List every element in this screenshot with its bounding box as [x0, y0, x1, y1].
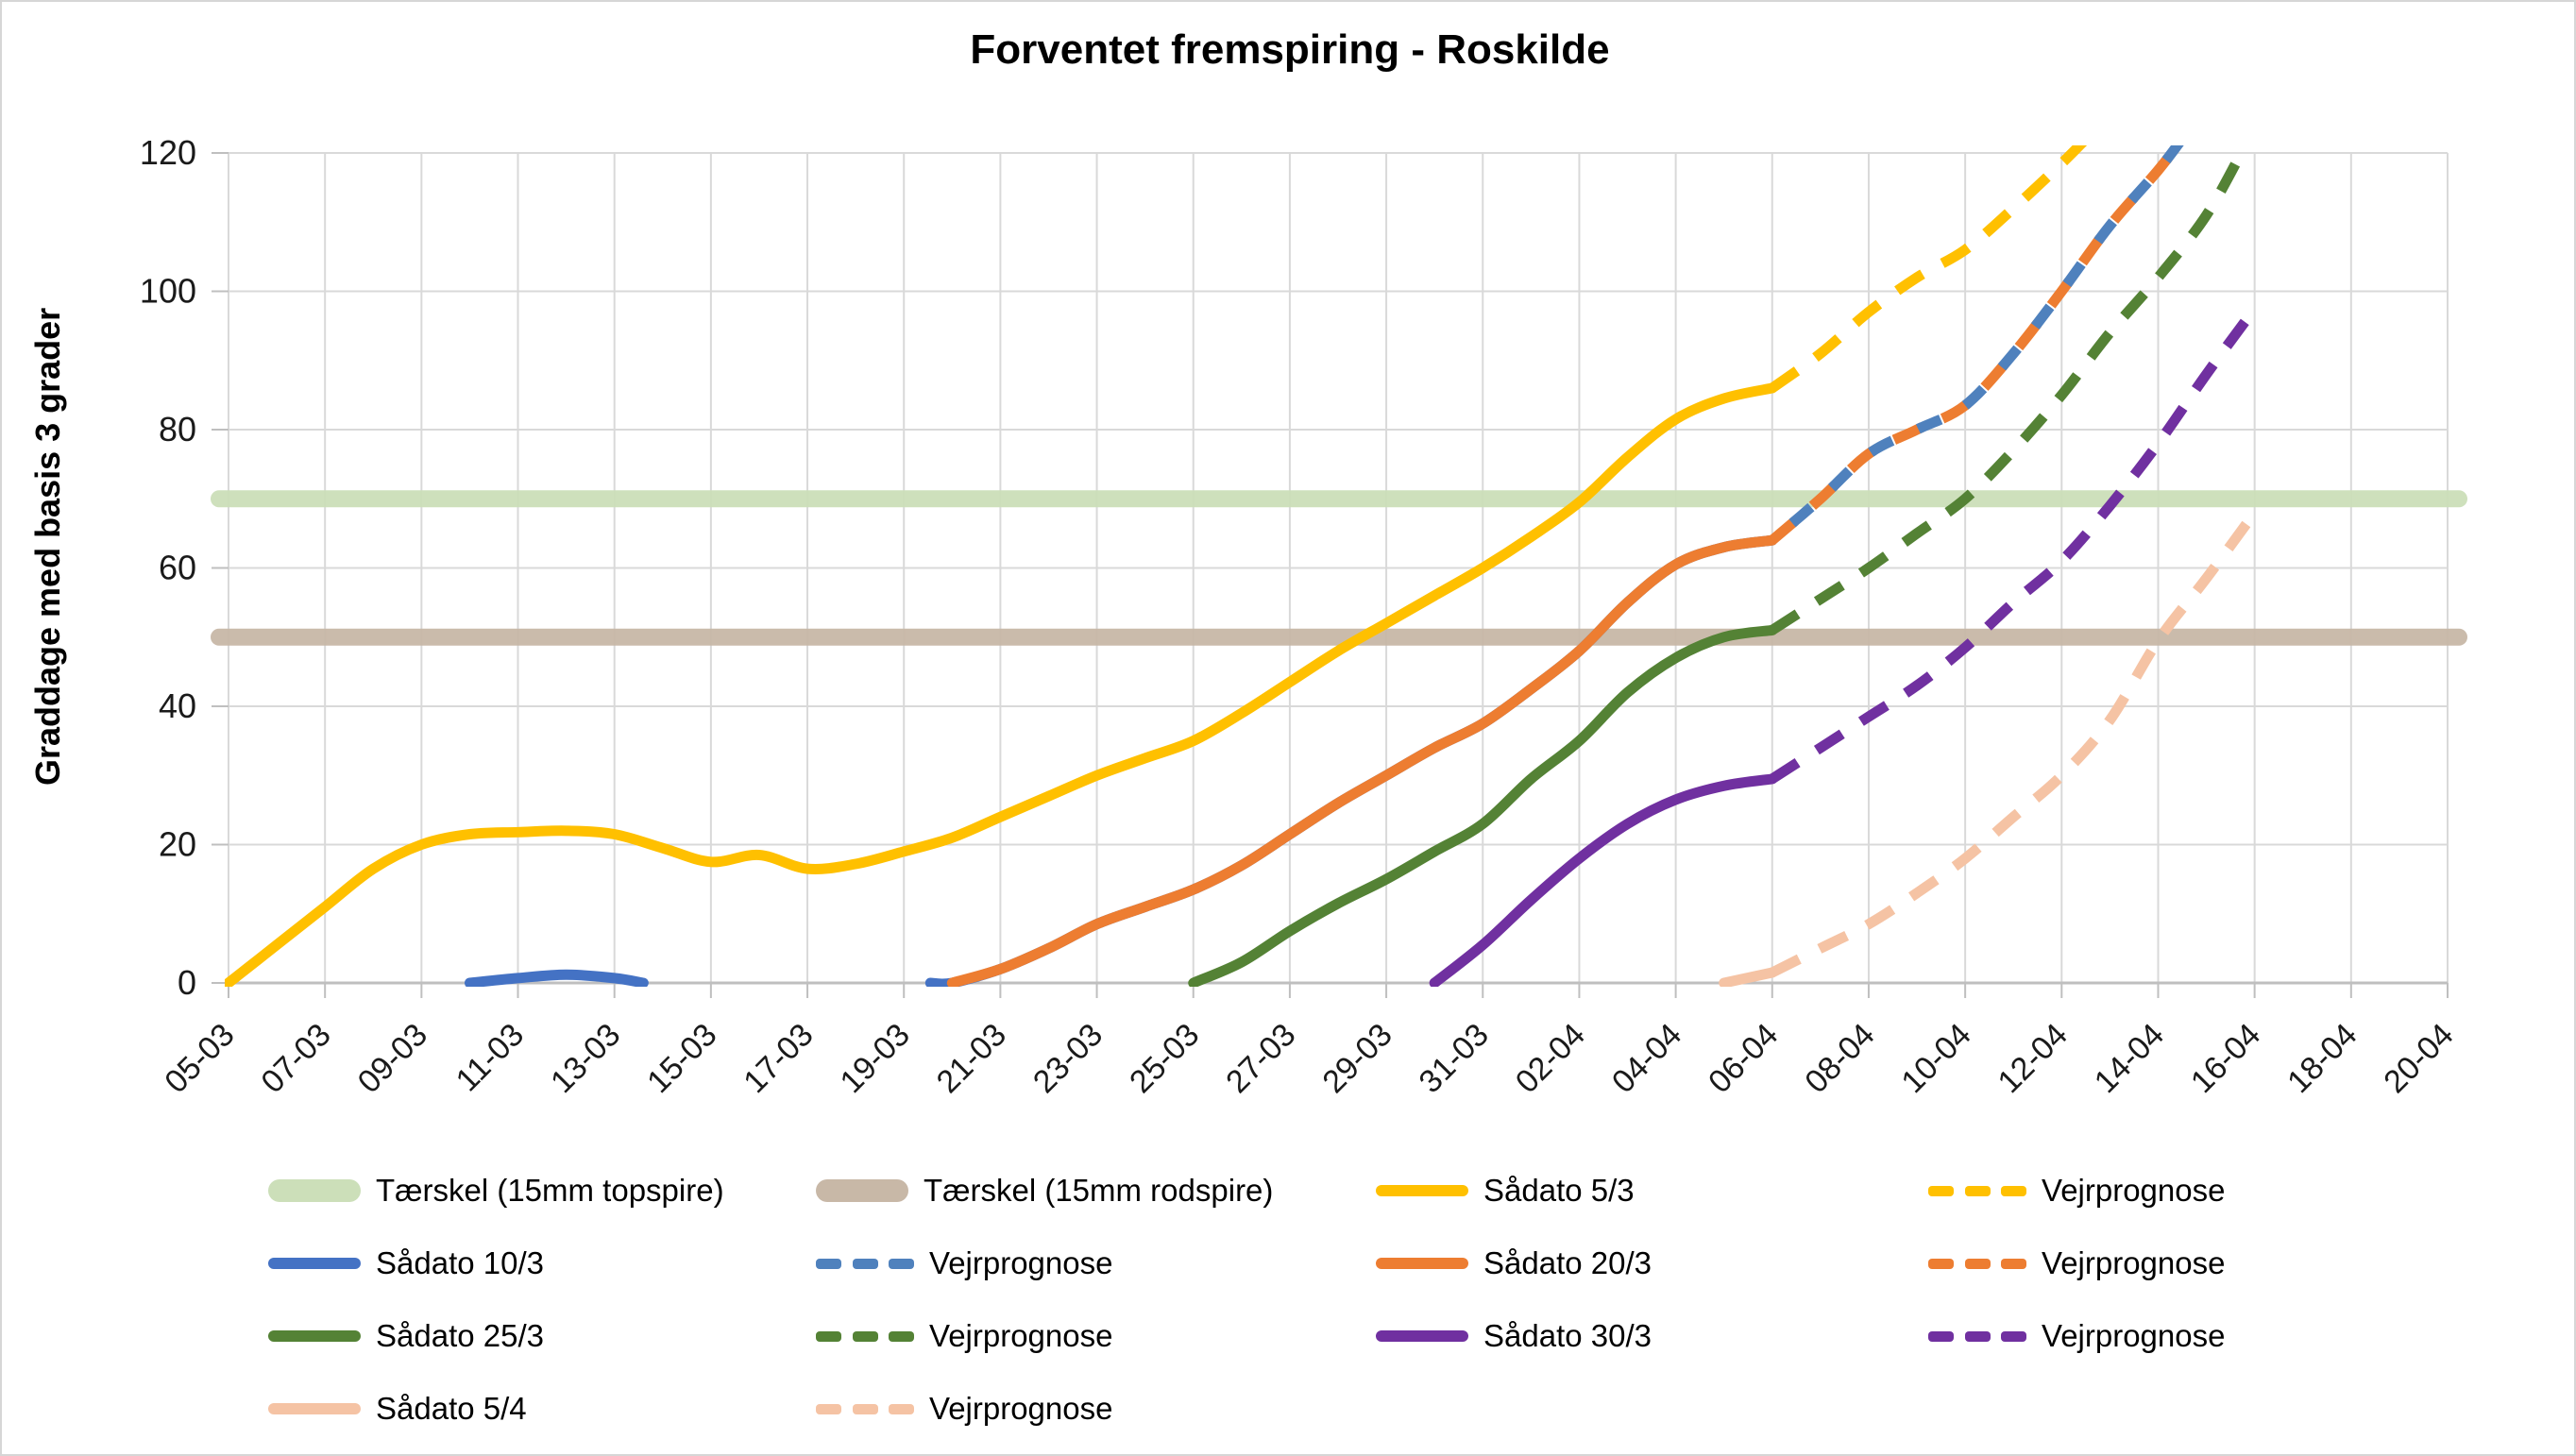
x-tick-label: 27-03 — [1219, 1017, 1302, 1100]
series-forecast — [1769, 305, 2260, 784]
series-forecast — [1769, 145, 2250, 635]
y-tick-label: 0 — [178, 963, 196, 1002]
x-tick-label: 18-04 — [2280, 1017, 2364, 1100]
x-tick-label: 15-03 — [640, 1017, 723, 1100]
series-line — [1188, 624, 1778, 987]
series-forecast — [1769, 145, 2088, 393]
legend-label: Sådato 20/3 — [1483, 1245, 1652, 1280]
x-tick-label: 21-03 — [930, 1017, 1013, 1100]
legend-line-swatch — [1376, 1258, 1468, 1269]
legend-line-swatch — [1376, 1330, 1468, 1342]
legend-item: Vejrprognose — [816, 1314, 1112, 1358]
y-tick-label: 60 — [159, 549, 196, 587]
x-tick-label: 09-03 — [351, 1017, 434, 1100]
x-tick-label: 14-04 — [2088, 1017, 2171, 1100]
legend-item: Sådato 5/3 — [1376, 1169, 1635, 1212]
legend-label: Vejrprognose — [929, 1245, 1113, 1280]
legend-dash-swatch — [1928, 1185, 2026, 1196]
legend-label: Tærskel (15mm topspire) — [376, 1173, 724, 1208]
series-forecast — [1769, 145, 2184, 545]
series-line — [946, 534, 1778, 987]
legend-label: Sådato 5/3 — [1483, 1173, 1635, 1208]
y-tick-label: 80 — [159, 410, 196, 449]
x-tick-label: 19-03 — [834, 1017, 917, 1100]
legend-label: Sådato 5/4 — [376, 1391, 527, 1426]
x-tick-label: 05-03 — [158, 1017, 241, 1100]
x-tick-label: 25-03 — [1123, 1017, 1206, 1100]
chart-title: Forventet fremspiring - Roskilde — [970, 26, 1610, 73]
x-tick-label: 17-03 — [737, 1017, 820, 1100]
legend-label: Vejrprognose — [2042, 1245, 2226, 1280]
series-line — [225, 382, 1778, 987]
legend-label: Vejrprognose — [929, 1391, 1113, 1426]
legend-band-swatch — [268, 1179, 361, 1202]
legend-dash-swatch — [816, 1330, 914, 1342]
x-tick-label: 06-04 — [1702, 1017, 1785, 1100]
series-group — [225, 145, 2260, 987]
legend-dash-swatch — [816, 1403, 914, 1414]
series-line — [1719, 967, 1778, 987]
x-tick-label: 04-04 — [1605, 1017, 1688, 1100]
legend-label: Tærskel (15mm rodspire) — [924, 1173, 1274, 1208]
legend-item: Vejrprognose — [816, 1387, 1112, 1431]
legend-item: Sådato 30/3 — [1376, 1314, 1652, 1358]
x-tick-label: 29-03 — [1315, 1017, 1398, 1100]
legend-label: Sådato 10/3 — [376, 1245, 544, 1280]
legend-line-swatch — [1376, 1185, 1468, 1196]
legend-item: Vejrprognose — [1928, 1169, 2225, 1212]
legend-label: Vejrprognose — [2042, 1318, 2226, 1353]
legend-item: Tærskel (15mm rodspire) — [816, 1169, 1273, 1212]
legend-dash-swatch — [1928, 1258, 2026, 1269]
legend-item: Vejrprognose — [1928, 1242, 2225, 1285]
legend-dash-swatch — [816, 1258, 914, 1269]
y-tick-label: 20 — [159, 825, 196, 864]
series-line — [464, 969, 649, 987]
x-tick-label: 31-03 — [1413, 1017, 1496, 1100]
legend-item: Sådato 5/4 — [268, 1387, 527, 1431]
legend-label: Sådato 30/3 — [1483, 1318, 1652, 1353]
x-tick-label: 13-03 — [544, 1017, 627, 1100]
legend-item: Sådato 25/3 — [268, 1314, 544, 1358]
series-line — [924, 534, 1778, 987]
x-tick-label: 08-04 — [1798, 1017, 1881, 1100]
x-tick-label: 16-04 — [2184, 1017, 2267, 1100]
legend-line-swatch — [268, 1258, 361, 1269]
series-forecast — [1769, 145, 2184, 545]
legend-item: Sådato 10/3 — [268, 1242, 544, 1285]
series-forecast — [1770, 509, 2260, 977]
legend-item: Sådato 20/3 — [1376, 1242, 1652, 1285]
legend-label: Vejrprognose — [929, 1318, 1113, 1353]
legend: Tærskel (15mm topspire) Tærskel (15mm rod… — [2, 1169, 2574, 1452]
x-tick-label: 10-04 — [1894, 1017, 1977, 1100]
x-tick-label: 23-03 — [1026, 1017, 1110, 1100]
legend-band-swatch — [816, 1179, 908, 1202]
x-tick-label: 11-03 — [449, 1017, 532, 1099]
legend-label: Vejrprognose — [2042, 1173, 2226, 1208]
y-tick-label: 100 — [140, 272, 196, 311]
x-tick-label: 07-03 — [254, 1017, 337, 1100]
y-tick-label: 40 — [159, 686, 196, 725]
legend-item: Vejrprognose — [1928, 1314, 2225, 1358]
y-tick-label: 120 — [140, 133, 196, 172]
legend-dash-swatch — [1928, 1330, 2026, 1342]
legend-item: Vejrprognose — [816, 1242, 1112, 1285]
series-line — [1429, 773, 1778, 987]
x-tick-label: 12-04 — [1991, 1017, 2075, 1100]
legend-line-swatch — [268, 1403, 361, 1414]
legend-label: Sådato 25/3 — [376, 1318, 544, 1353]
legend-line-swatch — [268, 1330, 361, 1342]
x-tick-label: 20-04 — [2377, 1017, 2460, 1100]
x-tick-label: 02-04 — [1509, 1017, 1592, 1100]
legend-item: Tærskel (15mm topspire) — [268, 1169, 724, 1212]
